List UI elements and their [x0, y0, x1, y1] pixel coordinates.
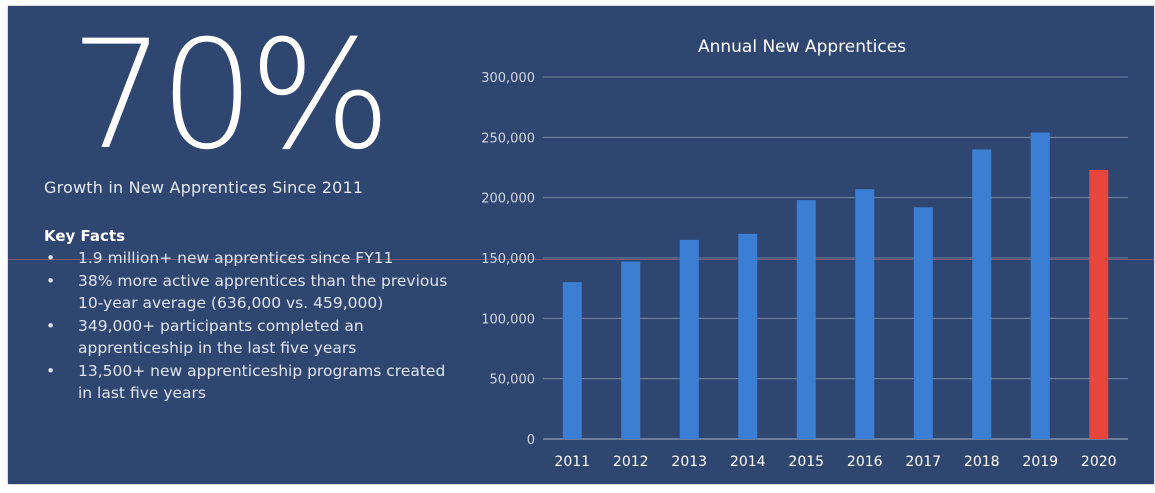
bullet-icon: • [46, 249, 56, 267]
annual-apprentices-chart: Annual New Apprentices 0 50,000 100,000 150… [481, 37, 1128, 470]
key-fact-text: 1.9 million+ new apprentices since FY11 [78, 249, 394, 267]
growth-stat: 70% [70, 9, 391, 183]
y-tick-label: 200,000 [481, 192, 535, 207]
x-tick-label: 2016 [847, 454, 883, 470]
chart-title: Annual New Apprentices [698, 37, 906, 57]
infographic-panel: 70% Growth in New Apprentices Since 2011… [8, 6, 1154, 484]
bar-2019 [1030, 132, 1050, 440]
y-tick-label: 250,000 [481, 131, 535, 146]
bar-2017 [913, 207, 933, 439]
bar-2011 [562, 282, 582, 439]
y-tick-label: 0 [527, 433, 535, 448]
bar-2020 [1089, 169, 1109, 439]
x-tick-label: 2011 [554, 454, 590, 470]
y-tick-label: 150,000 [481, 252, 535, 267]
y-tick-label: 300,000 [481, 71, 535, 86]
x-tick-label: 2015 [788, 454, 824, 470]
bullet-icon: • [46, 272, 56, 290]
divider-line [8, 259, 1154, 260]
growth-stat-label: Growth in New Apprentices Since 2011 [44, 178, 364, 197]
key-fact-text: 13,500+ new apprenticeship programs crea… [78, 362, 446, 402]
bar-2012 [621, 261, 641, 439]
bar-2018 [972, 149, 992, 439]
key-fact-item: • 349,000+ participants completed an appr… [44, 315, 464, 359]
x-tick-label: 2017 [905, 454, 941, 470]
bar-2015 [796, 200, 816, 439]
x-tick-label: 2018 [964, 454, 1000, 470]
x-tick-label: 2013 [671, 454, 707, 470]
y-tick-label: 100,000 [481, 312, 535, 327]
bar-2013 [679, 239, 699, 439]
x-tick-label: 2019 [1022, 454, 1058, 470]
key-facts-list: • 1.9 million+ new apprentices since FY11… [44, 247, 464, 405]
key-fact-item: • 13,500+ new apprenticeship programs cre… [44, 360, 464, 404]
key-fact-item: • 1.9 million+ new apprentices since FY11 [44, 247, 464, 269]
key-facts-heading: Key Facts [44, 227, 126, 245]
key-fact-text: 38% more active apprentices than the pre… [78, 272, 448, 312]
x-tick-label: 2020 [1081, 454, 1117, 470]
bar-2014 [738, 233, 758, 439]
bullet-icon: • [46, 362, 56, 380]
key-fact-text: 349,000+ participants completed an appre… [78, 317, 364, 357]
bar-2016 [855, 189, 875, 439]
x-tick-label: 2014 [730, 454, 766, 470]
bullet-icon: • [46, 317, 56, 335]
y-tick-label: 50,000 [490, 373, 536, 388]
key-fact-item: • 38% more active apprentices than the pr… [44, 270, 464, 314]
x-tick-label: 2012 [613, 454, 649, 470]
